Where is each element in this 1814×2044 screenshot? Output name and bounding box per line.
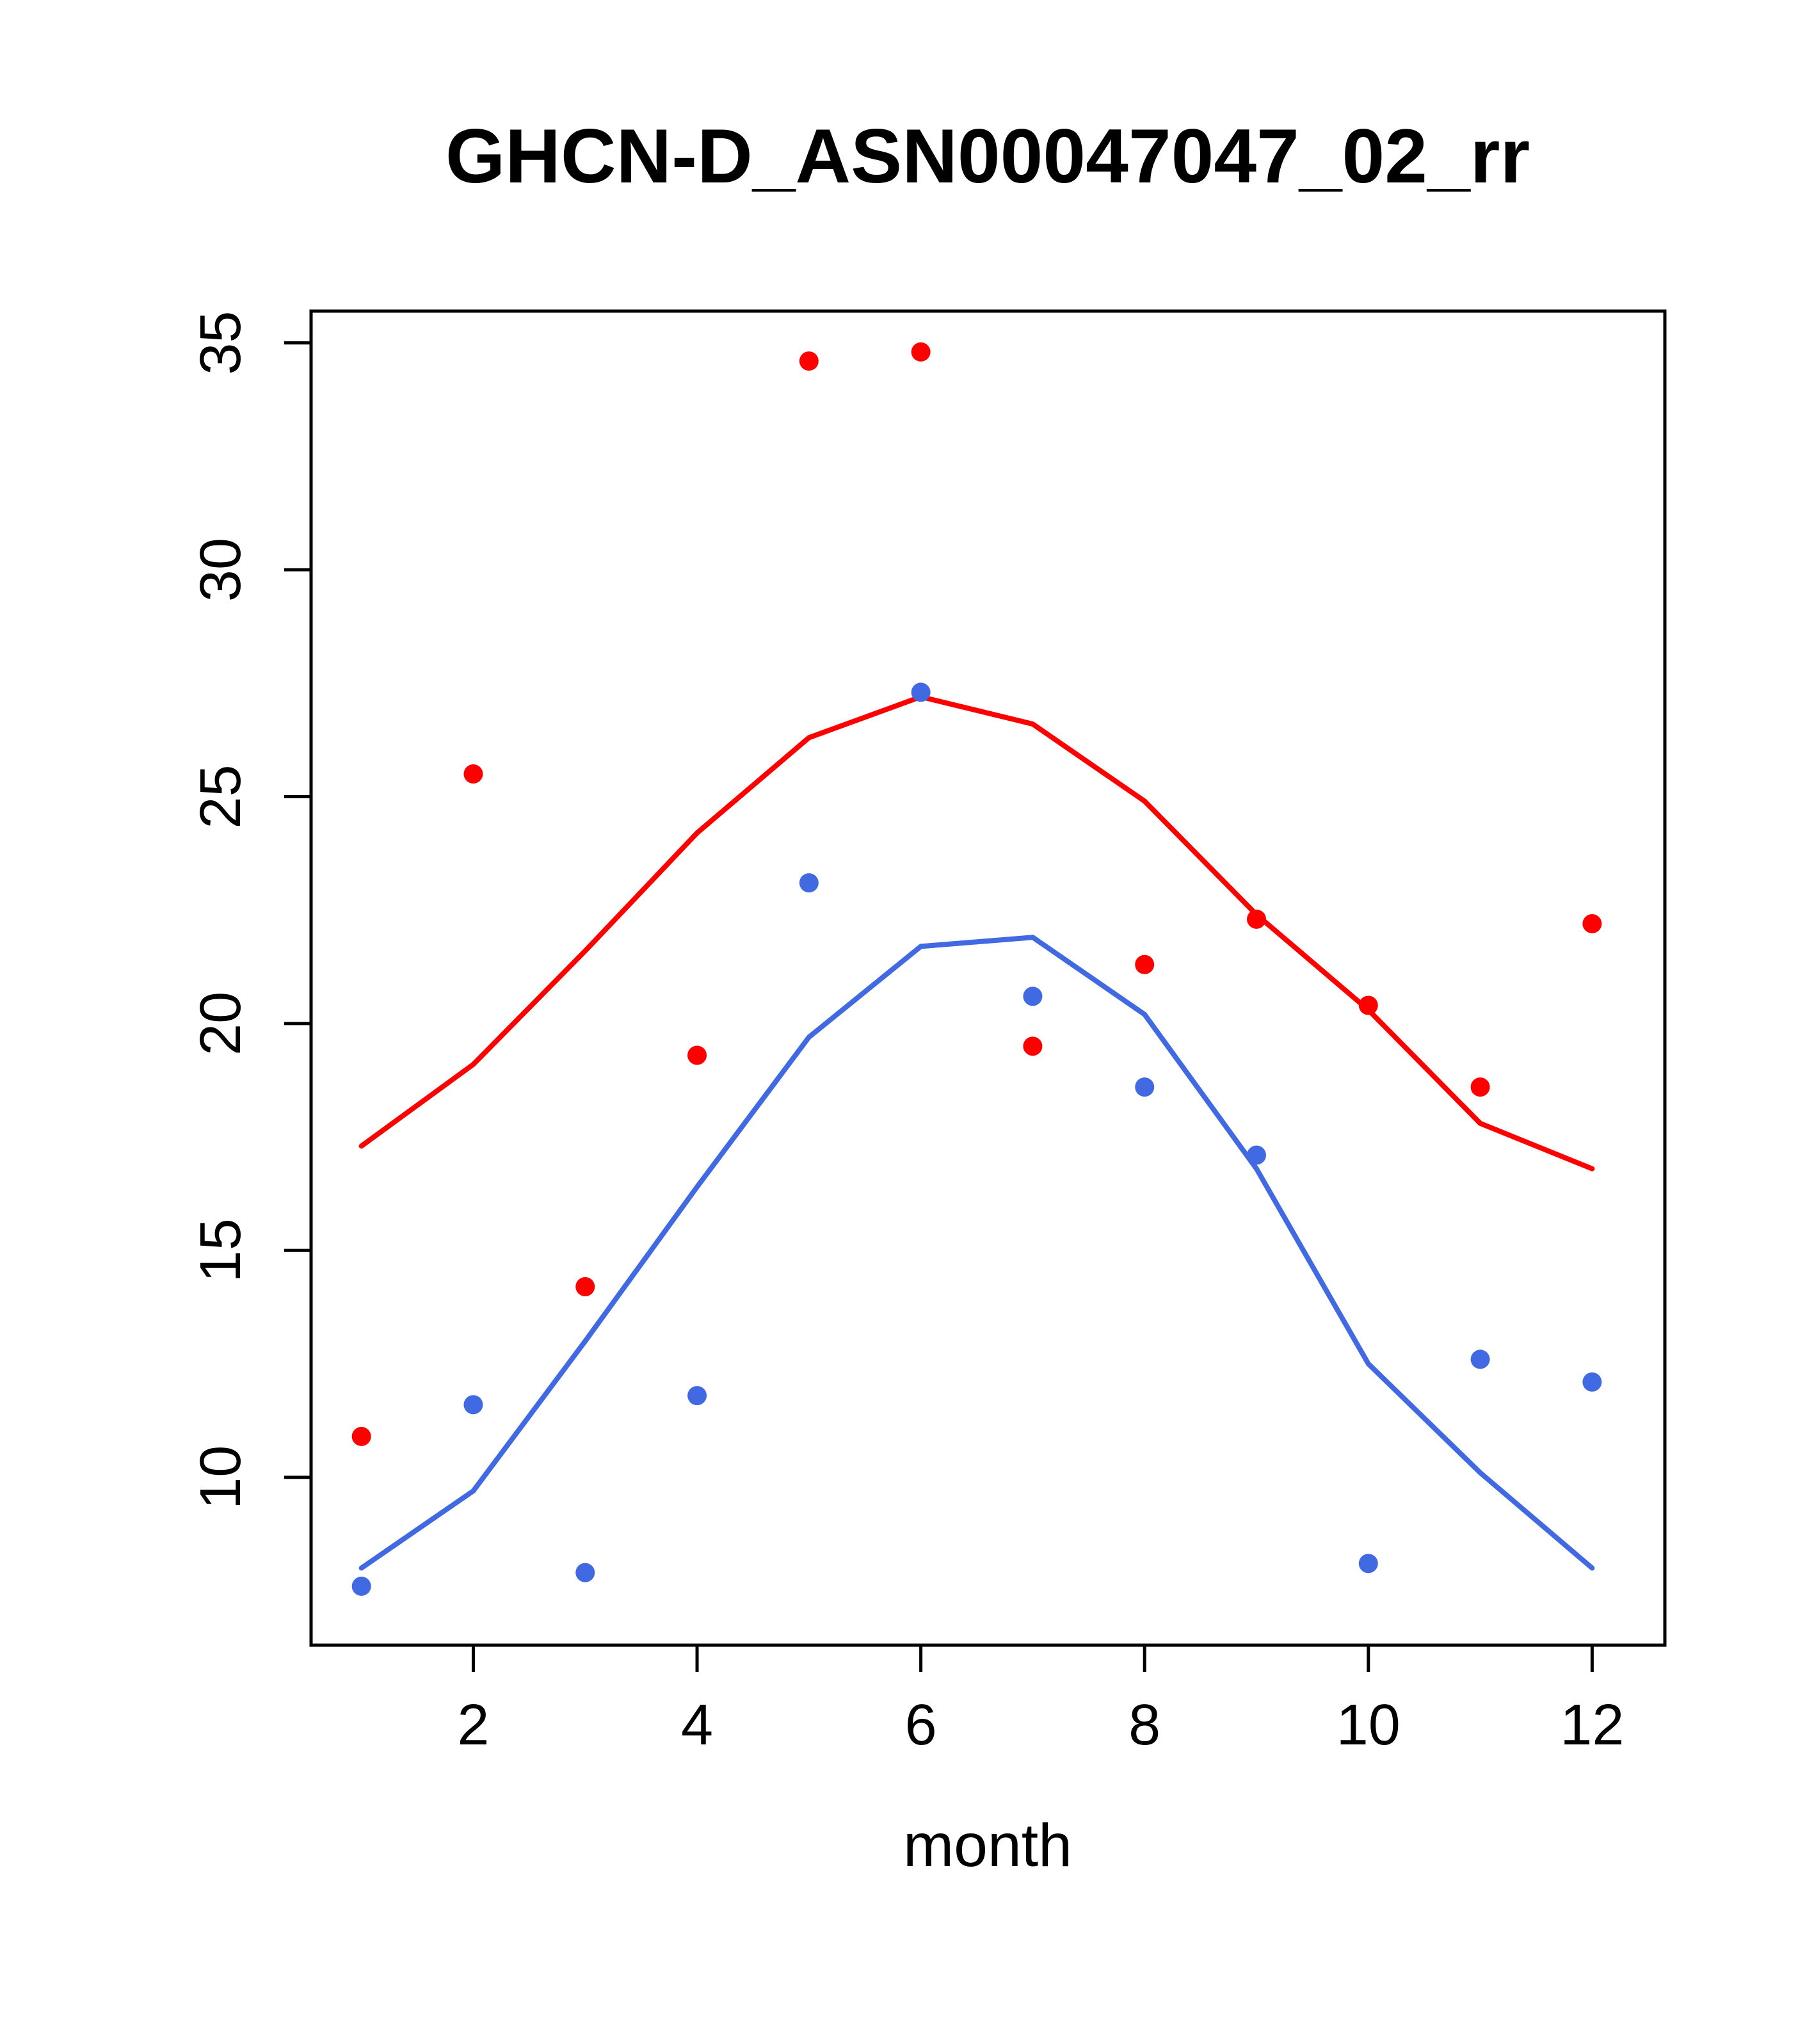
red-points-dot [575, 1277, 595, 1297]
plot-box [309, 309, 1667, 1647]
x-tick-label: 12 [1560, 1693, 1624, 1757]
blue-points-dot [911, 682, 931, 702]
blue-points-dot [1470, 1349, 1490, 1369]
blue-points-dot [1135, 1077, 1155, 1097]
x-tick-label: 6 [905, 1693, 937, 1757]
x-tick-label: 4 [681, 1693, 713, 1757]
y-tick-label: 25 [189, 764, 253, 828]
trend-lines-layer [358, 694, 1595, 1571]
red-points-dot [1582, 913, 1602, 933]
red-points-dot [1247, 909, 1267, 929]
x-tick-label: 2 [457, 1693, 489, 1757]
blue-points-dot [1582, 1372, 1602, 1392]
y-tick-label: 10 [189, 1445, 253, 1509]
x-tick-label: 8 [1128, 1693, 1160, 1757]
blue-points-dot [351, 1576, 371, 1596]
x-axis-label: month [903, 1812, 1072, 1879]
axes-layer: 2 4 6 8 10 12 10 15 20 25 30 35 [189, 311, 1624, 1757]
red-points-dot [1470, 1077, 1490, 1097]
blue-points-dot [1247, 1145, 1267, 1165]
y-tick-label: 30 [189, 538, 253, 602]
red-points-dot [911, 342, 931, 362]
red-line [358, 694, 1595, 1171]
blue-points-dot [1358, 1554, 1378, 1573]
red-points-dot [1023, 1036, 1043, 1056]
blue-points-dot [1023, 986, 1043, 1006]
red-points-dot [799, 351, 819, 371]
y-tick-label: 20 [189, 992, 253, 1056]
blue-points-dot [799, 873, 819, 893]
red-points-dot [687, 1045, 707, 1065]
blue-points-dot [687, 1386, 707, 1406]
blue-points-dot [463, 1395, 483, 1415]
blue-points-dot [575, 1563, 595, 1582]
x-tick-label: 10 [1336, 1693, 1401, 1757]
red-points-dot [1135, 954, 1155, 974]
blue-line [358, 935, 1595, 1571]
red-points-dot [463, 764, 483, 784]
y-tick-label: 15 [189, 1218, 253, 1282]
red-points-dot [1358, 995, 1378, 1015]
chart-title: GHCN-D_ASN00047047_02_rr [445, 113, 1530, 199]
y-tick-label: 35 [189, 311, 253, 375]
red-points-dot [351, 1426, 371, 1446]
data-points-layer [351, 342, 1602, 1596]
